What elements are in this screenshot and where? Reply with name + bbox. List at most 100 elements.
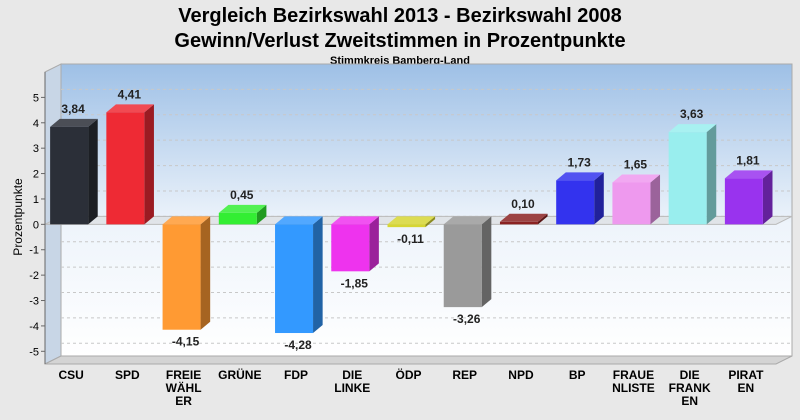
category-label: FREIE WÄHL ER	[166, 368, 202, 408]
data-label: -4,28	[284, 338, 312, 352]
bar-side	[88, 118, 98, 225]
category-label-line: DIE	[342, 368, 362, 382]
category-label-line: FRANK	[669, 381, 711, 395]
category-label-line: CSU	[58, 368, 83, 382]
bar-top	[162, 216, 211, 225]
bar-6	[387, 216, 436, 228]
category-label: SPD	[115, 368, 140, 382]
bar-front	[387, 224, 426, 228]
data-label: 1,65	[624, 157, 648, 171]
chart-title: Vergleich Bezirkswahl 2013 - Bezirkswahl…	[178, 5, 622, 27]
bar-top	[106, 104, 154, 113]
data-label: -3,26	[453, 312, 481, 326]
y-tick-label: 1	[33, 194, 39, 206]
category-label-line: FREIE	[166, 368, 201, 382]
bar-10	[612, 174, 661, 225]
category-label: DIE FRANK EN	[669, 368, 711, 408]
y-tick-label: -3	[29, 296, 39, 308]
data-label: 3,84	[61, 102, 85, 116]
bar-front	[668, 132, 707, 225]
bar-side	[144, 104, 154, 225]
bar-front	[162, 224, 201, 330]
bar-2	[162, 216, 211, 330]
category-label: REP	[452, 368, 477, 382]
category-label-line: ER	[175, 394, 192, 408]
y-tick-label: 5	[33, 92, 39, 104]
category-label: DIE LINKE	[334, 368, 370, 395]
bar-front	[218, 212, 257, 225]
category-label-line: NPD	[508, 368, 534, 382]
bar-side	[369, 216, 379, 272]
category-label-line: EN	[681, 394, 698, 408]
bar-side	[537, 213, 548, 225]
bar-3	[218, 204, 267, 225]
data-label: 0,10	[511, 197, 535, 211]
bar-7	[443, 216, 492, 308]
bar-11	[668, 124, 717, 225]
bar-front	[612, 182, 651, 225]
category-label: PIRAT EN	[728, 368, 764, 395]
category-label-line: WÄHL	[166, 380, 202, 395]
bar-top	[218, 204, 267, 213]
floor	[44, 355, 793, 365]
bar-top	[724, 170, 773, 179]
bar-top	[275, 216, 323, 225]
bar-front	[443, 224, 482, 308]
bar-top	[387, 216, 436, 225]
bar-5	[331, 216, 379, 272]
bar-4	[275, 216, 323, 334]
y-tick-label: -1	[29, 245, 39, 257]
data-label: 3,63	[680, 107, 704, 121]
bar-side	[425, 216, 436, 228]
y-tick-label: 4	[33, 118, 39, 130]
bar-side	[706, 124, 717, 225]
bar-front	[50, 126, 89, 225]
category-label: ÖDP	[395, 367, 421, 382]
bar-side	[594, 172, 604, 225]
category-label: BP	[569, 368, 586, 382]
y-tick-label: -5	[29, 346, 39, 358]
category-label-line: PIRAT	[728, 368, 764, 382]
y-tick-label: -2	[29, 270, 39, 282]
plot-area: 5 4 3 2 1 0 -1 -2 -3 -4 -5 3,84 CSU 4,41 SPD -4,15 FREIE…	[29, 63, 793, 408]
bar-side	[313, 216, 323, 334]
chart-title-line2: Gewinn/Verlust Zweitstimmen in Prozentpu…	[174, 30, 625, 52]
category-label: CSU	[58, 368, 83, 382]
category-label-line: REP	[452, 368, 477, 382]
y-tick-label: 3	[33, 143, 39, 155]
bar-front	[556, 180, 595, 225]
category-label: GRÜNE	[218, 367, 261, 382]
bar-top	[499, 213, 548, 222]
bar-side	[762, 170, 773, 225]
data-label: 0,45	[230, 188, 254, 202]
data-label: -4,15	[172, 335, 200, 349]
data-label: 4,41	[118, 87, 142, 101]
y-tick-label: 0	[33, 219, 39, 231]
bar-9	[556, 172, 604, 225]
bar-front	[275, 224, 314, 334]
bar-front	[724, 178, 763, 225]
bar-front	[499, 221, 538, 225]
bar-top	[612, 174, 661, 183]
data-label: -1,85	[341, 276, 369, 290]
bar-side	[650, 174, 661, 225]
category-label-line: SPD	[115, 368, 140, 382]
category-label-line: NLISTE	[612, 381, 655, 395]
y-tick-label: -4	[29, 321, 39, 333]
category-label-line: BP	[569, 368, 586, 382]
bar-side	[200, 216, 211, 330]
bar-top	[50, 118, 98, 127]
category-label-line: DIE	[680, 368, 700, 382]
category-label-line: ÖDP	[395, 367, 421, 382]
bar-top	[668, 124, 717, 133]
category-label-line: EN	[738, 381, 755, 395]
bar-top	[556, 172, 604, 181]
category-label-line: GRÜNE	[218, 367, 261, 382]
bar-1	[106, 104, 154, 225]
bar-top	[331, 216, 379, 225]
bar-top	[443, 216, 492, 225]
bar-12	[724, 170, 773, 225]
category-label-line: FRAUE	[613, 368, 654, 382]
